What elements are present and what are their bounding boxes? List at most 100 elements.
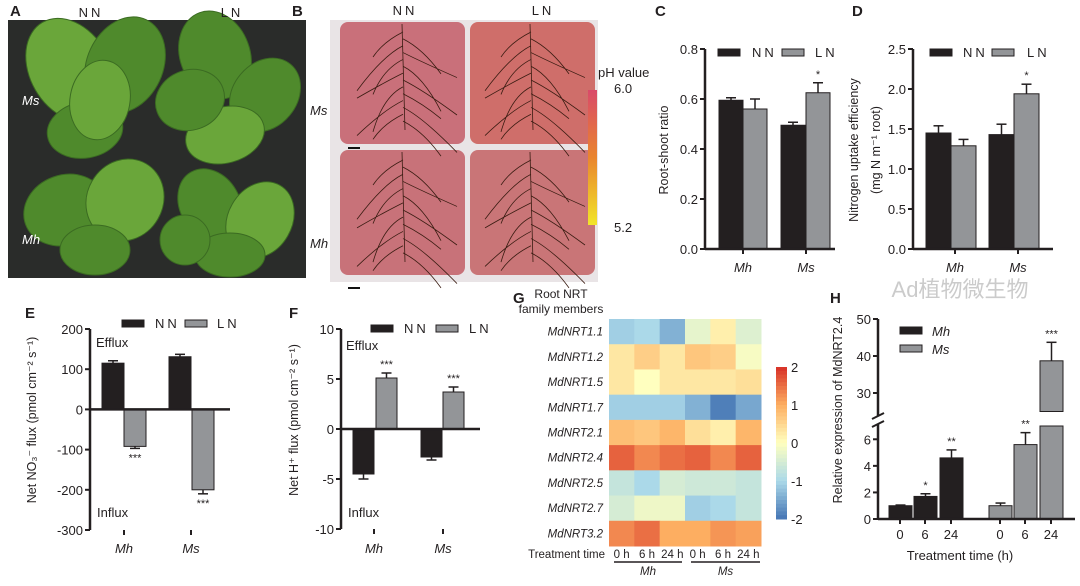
axis-break-mark: [871, 412, 885, 420]
y-tick-label: 50: [857, 312, 871, 327]
colorbar-segment: [776, 405, 787, 410]
bar-nn-mh: [101, 362, 125, 410]
panel-b-photo: [330, 20, 598, 289]
bar-nn-mh: [718, 99, 744, 250]
colorbar-segment: [776, 374, 787, 379]
x-tick-label: 0: [996, 527, 1003, 542]
legend-swatch-mh: [899, 326, 923, 335]
legend-swatch-ms: [899, 344, 923, 353]
colorbar-segment: [776, 427, 787, 433]
annotation-efflux: Efflux: [346, 338, 379, 353]
significance-mark: *: [1024, 70, 1029, 82]
y-axis-label: Relative expression of MdNRT2.4: [831, 317, 845, 504]
colorbar-segment: [776, 443, 787, 448]
row-label: MdNRT1.1: [548, 327, 603, 339]
legend-label-nn: NN: [752, 45, 777, 60]
y-tick-label: 1.5: [888, 122, 906, 137]
significance-mark: ***: [197, 498, 211, 510]
leaf-shape: [69, 59, 131, 141]
legend-label-ms: Ms: [932, 342, 950, 357]
heatmap-cell-mdnrt2.1-3: [685, 419, 711, 446]
bar-nn-mh: [352, 428, 375, 475]
colorbar-segment: [776, 446, 787, 452]
significance-mark: ***: [380, 359, 394, 371]
panel-b-col-nn: NN: [393, 3, 418, 18]
bar-nn-mh: [925, 132, 952, 250]
colorbar-segment: [776, 397, 787, 402]
heatmap-cell-mdnrt1.7-4: [710, 394, 737, 421]
bar-ms-2: [1039, 360, 1064, 412]
colorbar-segment: [776, 401, 787, 406]
colorbar-segment: [776, 378, 787, 383]
y-tick-label: 1.0: [888, 162, 906, 177]
y-tick-label: 0.8: [680, 42, 698, 57]
bar-ms-0: [988, 505, 1013, 520]
colorbar-segment: [776, 488, 787, 493]
colorbar-segment: [776, 386, 787, 391]
leaf-shape: [59, 224, 131, 276]
colorbar-segment: [776, 370, 787, 376]
heatmap-cell-mdnrt1.1-2: [659, 319, 686, 345]
heatmap-cell-mdnrt2.7-1: [634, 495, 661, 522]
heatmap-cell-mdnrt3.2-4: [710, 520, 737, 547]
colorbar-segment: [776, 367, 787, 372]
annotation-influx: Influx: [348, 505, 380, 520]
y-tick-label: -100: [57, 443, 83, 458]
y-tick-label: 2.5: [888, 42, 906, 57]
heatmap-cell-mdnrt2.7-4: [710, 495, 737, 522]
column-label: 0 h: [614, 549, 630, 561]
significance-mark: **: [947, 436, 956, 448]
colorbar-segment: [776, 515, 787, 520]
colorbar-tick-label: 2: [791, 360, 798, 375]
x-tick-label: Mh: [365, 541, 383, 556]
row-label: MdNRT1.5: [548, 377, 604, 389]
significance-mark: ***: [447, 373, 461, 385]
significance-mark: *: [816, 69, 821, 81]
colorbar-segment: [776, 496, 787, 501]
root-system: [356, 23, 458, 157]
panel-b-col-ln: LN: [532, 3, 555, 18]
x-tick-label: Mh: [734, 260, 752, 275]
heatmap-cell-mdnrt2.1-5: [735, 419, 762, 446]
y-tick-label: 0: [864, 512, 871, 527]
legend-label-ln: LN: [469, 321, 492, 336]
x-tick-label: Mh: [115, 541, 133, 556]
heatmap-cell-mdnrt2.4-5: [735, 445, 762, 471]
ph-colorbar: [588, 90, 597, 225]
colorbar-segment: [776, 500, 787, 505]
heatmap-cell-mdnrt2.4-3: [685, 445, 711, 471]
y-tick-label: -5: [322, 472, 334, 487]
x-tick-label: Ms: [434, 541, 452, 556]
heatmap-cell-mdnrt1.2-5: [735, 344, 762, 370]
significance-mark: **: [1021, 419, 1030, 431]
y-tick-label: 2: [864, 485, 871, 500]
colorbar-segment: [776, 424, 787, 429]
bar-nn-ms: [988, 134, 1015, 250]
column-label: 6 h: [715, 549, 731, 561]
panel-label-a: A: [10, 3, 21, 20]
heatmap-cell-mdnrt3.2-2: [659, 520, 686, 547]
heatmap-cell-mdnrt1.7-0: [609, 394, 635, 421]
leaf-shape: [159, 214, 211, 266]
heatmap-cell-mdnrt2.1-1: [634, 419, 661, 446]
y-axis-label: Net H⁺ flux (pmol cm⁻² s⁻¹): [287, 344, 301, 496]
x-tick-label: Ms: [1009, 260, 1027, 275]
chart-d: * 0.0 0.5 1.0 1.5 2.0 2.5 Mh Ms Nitrogen uptake e…: [847, 42, 1053, 275]
x-axis-label: Treatment time (h): [907, 548, 1013, 563]
y-tick-label: 6: [864, 432, 871, 447]
heatmap-cell-mdnrt2.7-5: [735, 495, 762, 522]
column-label: 0 h: [690, 549, 706, 561]
legend-label-nn: NN: [404, 321, 429, 336]
heatmap-cell-mdnrt1.2-3: [685, 344, 711, 370]
legend-swatch-ln: [435, 324, 459, 333]
bar-ln-mh: [742, 108, 768, 250]
y-axis-label: Root-shoot ratio: [657, 105, 671, 194]
heatmap-cell-mdnrt1.5-3: [685, 369, 711, 396]
x-tick-label: Ms: [797, 260, 815, 275]
legend-label-ln: LN: [1027, 45, 1050, 60]
heatmap-cell-mdnrt2.5-3: [685, 470, 711, 497]
legend-label-nn: NN: [155, 316, 180, 331]
legend-swatch-ln: [991, 48, 1015, 57]
legend-swatch-nn: [929, 48, 953, 57]
x-tick-label: 6: [1021, 527, 1028, 542]
